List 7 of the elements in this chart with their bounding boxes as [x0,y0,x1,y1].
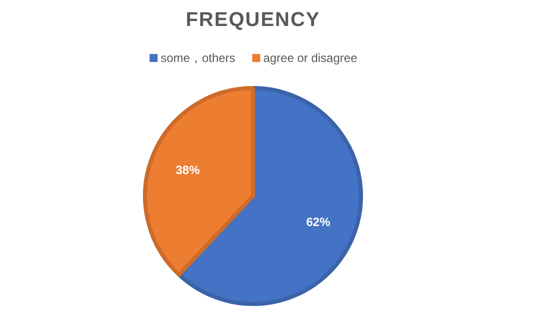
chart-title: FREQUENCY [186,9,320,31]
data-label: 62% [306,214,331,229]
legend-label: agree or disagree [263,51,358,65]
pie-slice [143,86,255,277]
data-label: 38% [176,163,200,178]
legend-label: some，others [160,51,236,65]
pie-slice [177,86,363,306]
